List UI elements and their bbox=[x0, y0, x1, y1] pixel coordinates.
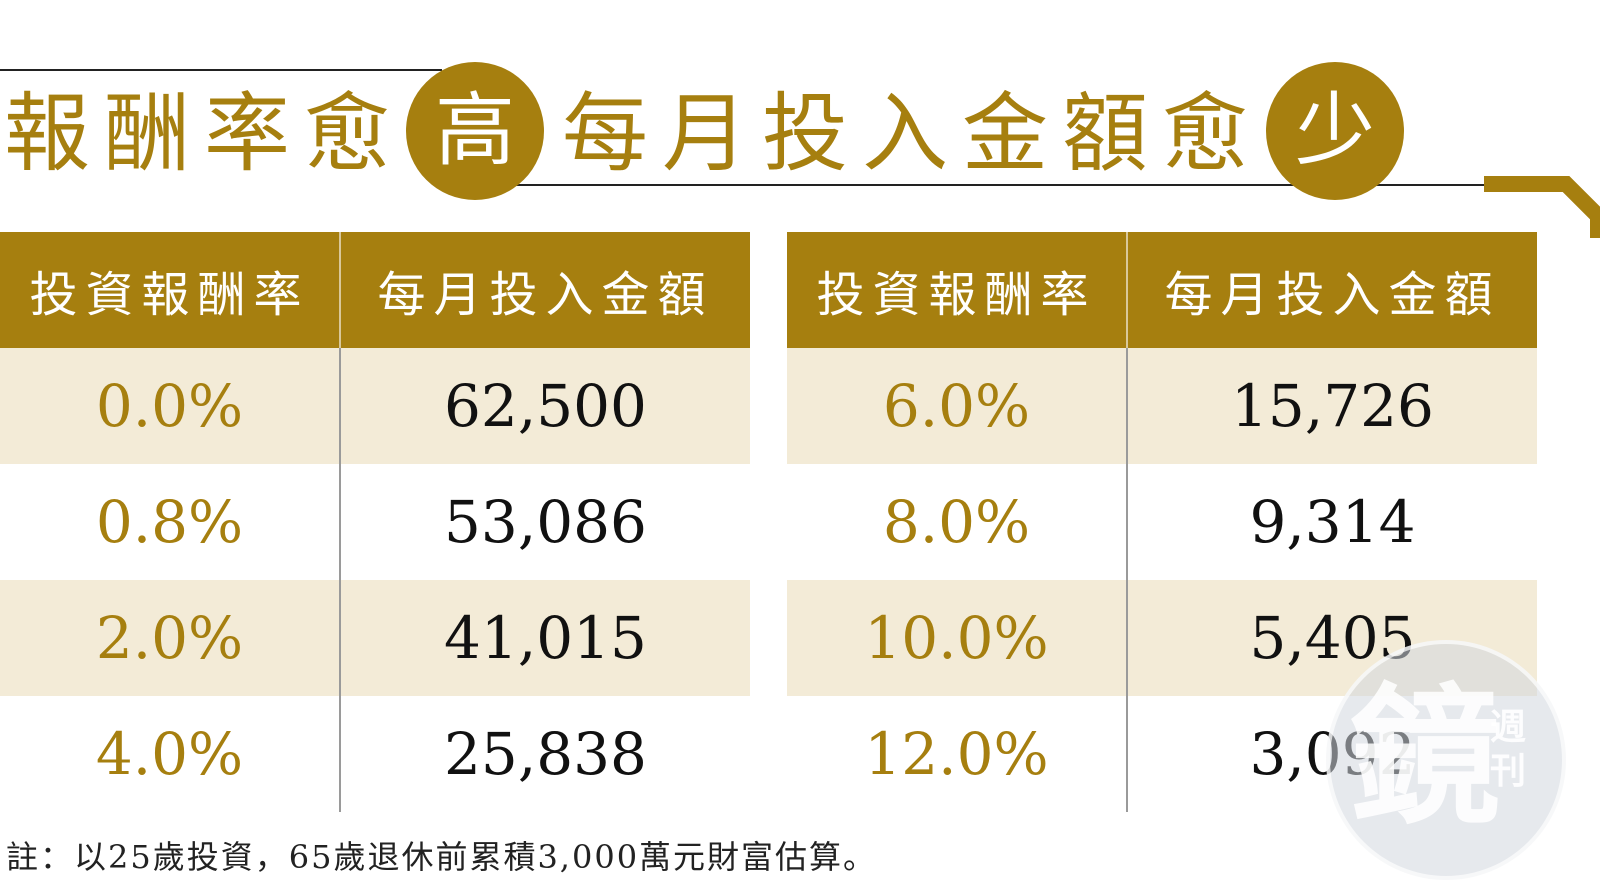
rate-cell: 8.0% bbox=[787, 464, 1128, 580]
rate-cell: 10.0% bbox=[787, 580, 1128, 696]
table-row: 0.0% 62,500 bbox=[0, 348, 750, 464]
footnote: 註：以25歲投資，65歲退休前累積3,000萬元財富估算。 bbox=[6, 838, 878, 876]
amount-cell: 25,838 bbox=[444, 720, 647, 788]
table-header-row: 投資報酬率 每月投入金額 bbox=[787, 232, 1537, 348]
table-row: 4.0% 25,838 bbox=[0, 696, 750, 812]
mirror-weekly-watermark: 鏡 週刊 bbox=[1326, 640, 1566, 880]
watermark-logo-char: 鏡 bbox=[1350, 671, 1501, 845]
title-part-2: 每月投入金額愈 bbox=[562, 84, 1262, 184]
amount-cell: 15,726 bbox=[1127, 348, 1537, 464]
header-monthly-amount: 每月投入金額 bbox=[1127, 232, 1537, 348]
table-row: 10.0% 5,405 bbox=[787, 580, 1537, 696]
title-top-rule bbox=[0, 69, 442, 71]
amount-cell: 41,015 bbox=[340, 580, 750, 696]
header-return-rate: 投資報酬率 bbox=[787, 232, 1128, 348]
title-banner: 報酬率愈 高 每月投入金額愈 少 bbox=[0, 0, 1600, 238]
header-return-rate: 投資報酬率 bbox=[0, 232, 341, 348]
header-monthly-amount: 每月投入金額 bbox=[340, 232, 750, 348]
rates-table-right: 投資報酬率 每月投入金額 6.0% 15,726 8.0% 9,314 10.0… bbox=[787, 232, 1537, 812]
title-circle-low: 少 bbox=[1266, 62, 1404, 200]
title-bottom-rule bbox=[510, 184, 1486, 186]
rate-cell: 12.0% bbox=[787, 696, 1128, 812]
table-row: 6.0% 15,726 bbox=[787, 348, 1537, 464]
amount-cell: 62,500 bbox=[340, 348, 750, 464]
amount-cell: 9,314 bbox=[1249, 488, 1416, 556]
rates-table-left: 投資報酬率 每月投入金額 0.0% 62,500 0.8% 53,086 2.0… bbox=[0, 232, 750, 812]
table-row: 8.0% 9,314 bbox=[787, 464, 1537, 580]
amount-cell: 53,086 bbox=[444, 488, 647, 556]
corner-accent-icon bbox=[1484, 176, 1600, 238]
title-circle-high: 高 bbox=[406, 62, 544, 200]
rate-cell: 6.0% bbox=[787, 348, 1128, 464]
watermark-side-text: 週刊 bbox=[1490, 707, 1527, 792]
rate-cell: 0.0% bbox=[0, 348, 341, 464]
table-row: 0.8% 53,086 bbox=[0, 464, 750, 580]
rate-cell: 0.8% bbox=[0, 464, 341, 580]
table-header-row: 投資報酬率 每月投入金額 bbox=[0, 232, 750, 348]
rate-cell: 2.0% bbox=[0, 580, 341, 696]
rate-cell: 4.0% bbox=[0, 696, 341, 812]
title-part-1: 報酬率愈 bbox=[4, 84, 404, 184]
table-row: 2.0% 41,015 bbox=[0, 580, 750, 696]
